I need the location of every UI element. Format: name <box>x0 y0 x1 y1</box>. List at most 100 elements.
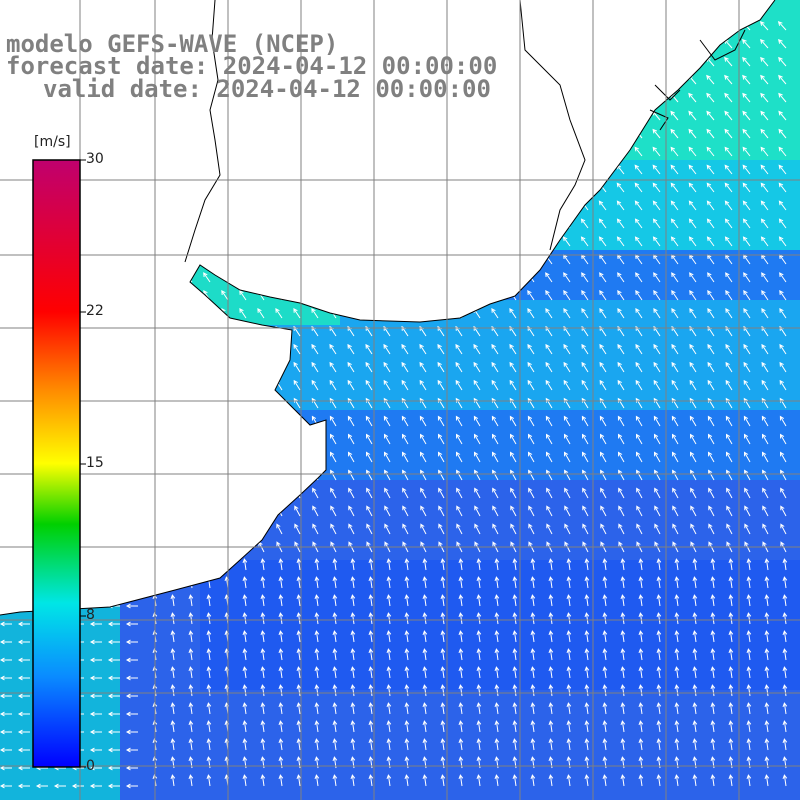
wind-arrow <box>620 576 626 589</box>
wind-arrow <box>350 738 356 751</box>
wind-arrow <box>312 505 319 517</box>
wind-arrow <box>113 361 121 373</box>
wind-arrow <box>728 684 734 697</box>
wind-arrow <box>107 729 120 735</box>
wind-arrow <box>350 576 356 589</box>
wind-arrow <box>329 451 337 463</box>
wind-arrow <box>580 39 589 49</box>
wind-arrow <box>422 594 428 607</box>
wind-arrow <box>238 164 247 175</box>
wind-arrow <box>4 236 13 247</box>
wind-arrow <box>204 487 211 499</box>
wind-arrow <box>4 182 13 193</box>
wind-arrow <box>743 415 751 427</box>
wind-arrow <box>98 576 104 589</box>
wind-arrow <box>278 738 284 751</box>
wind-arrow <box>184 200 193 211</box>
wind-arrow <box>672 487 679 499</box>
wind-arrow <box>726 469 733 481</box>
wind-arrow <box>314 684 320 697</box>
wind-arrow <box>5 290 13 301</box>
wind-arrow <box>563 433 571 445</box>
wind-arrow <box>0 657 12 663</box>
wind-arrow <box>548 630 554 643</box>
wind-arrow <box>185 397 193 409</box>
wind-arrow <box>329 415 337 427</box>
wind-arrow <box>114 487 121 499</box>
wind-arrow <box>366 505 373 517</box>
wind-arrow <box>760 218 769 229</box>
wind-arrow <box>0 729 12 735</box>
wind-arrow <box>310 200 319 211</box>
wind-arrow <box>528 505 535 517</box>
wind-arrow <box>634 236 643 247</box>
wind-arrow <box>528 523 535 535</box>
wind-arrow <box>546 487 553 499</box>
wind-arrow <box>454 128 463 139</box>
wind-arrow <box>204 469 211 481</box>
wind-arrow <box>562 74 571 85</box>
wind-arrow <box>455 308 463 319</box>
wind-arrow <box>113 308 121 319</box>
wind-arrow <box>96 523 103 535</box>
wind-arrow <box>458 774 464 787</box>
wind-arrow <box>22 218 31 229</box>
wind-arrow <box>562 39 571 49</box>
wind-arrow <box>95 272 103 283</box>
wind-arrow <box>206 648 212 661</box>
wind-arrow <box>382 182 391 193</box>
wind-arrow <box>692 630 698 643</box>
wind-arrow <box>113 272 121 283</box>
wind-arrow <box>778 56 787 67</box>
wind-arrow <box>292 164 301 175</box>
wind-arrow <box>584 648 590 661</box>
wind-arrow <box>386 576 392 589</box>
wind-arrow <box>94 200 103 211</box>
wind-arrow <box>220 128 229 139</box>
wind-arrow <box>512 558 518 571</box>
wind-arrow <box>688 92 697 103</box>
wind-arrow <box>130 182 139 193</box>
wind-arrow <box>777 21 787 31</box>
wind-arrow <box>746 774 752 787</box>
wind-arrow <box>654 487 661 499</box>
wind-arrow <box>761 433 769 445</box>
wind-arrow <box>584 630 590 643</box>
wind-arrow <box>23 397 31 409</box>
wind-arrow <box>602 558 608 571</box>
wind-arrow <box>512 630 518 643</box>
wind-arrow <box>5 343 13 355</box>
wind-arrow <box>242 684 248 697</box>
wind-arrow <box>653 415 661 427</box>
wind-arrow <box>454 236 463 247</box>
wind-arrow <box>472 218 481 229</box>
wind-arrow <box>764 702 770 715</box>
wind-arrow <box>636 523 643 535</box>
colorbar-label-30: 30 <box>86 151 104 167</box>
wind-arrow <box>418 146 427 157</box>
wind-arrow <box>651 21 661 31</box>
wind-arrow <box>260 576 266 589</box>
wind-arrow <box>598 39 607 49</box>
wind-arrow <box>563 415 571 427</box>
wind-arrow <box>779 433 787 445</box>
wind-arrow <box>401 415 409 427</box>
wind-arrow <box>107 657 120 663</box>
wind-arrow <box>761 308 769 319</box>
wind-arrow <box>332 630 338 643</box>
wind-arrow <box>112 182 121 193</box>
wind-arrow <box>764 558 770 571</box>
wind-arrow <box>491 343 499 355</box>
wind-arrow <box>112 218 121 229</box>
wind-arrow <box>114 469 121 481</box>
wind-arrow <box>348 505 355 517</box>
wind-arrow <box>368 558 374 571</box>
wind-arrow <box>348 469 355 481</box>
wind-arrow <box>240 487 247 499</box>
wind-arrow <box>238 200 247 211</box>
wind-arrow <box>314 558 320 571</box>
wind-arrow <box>544 39 553 49</box>
wind-arrow <box>494 702 500 715</box>
wind-arrow <box>761 361 769 373</box>
